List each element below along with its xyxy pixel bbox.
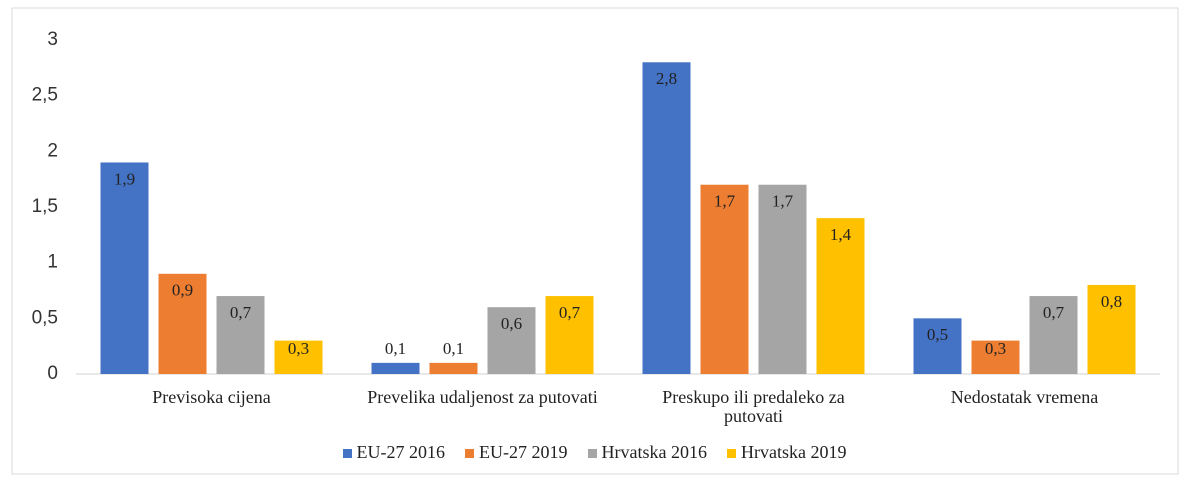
- bar: [429, 362, 478, 374]
- legend-item: Hrvatska 2019: [727, 442, 846, 463]
- data-label: 0,1: [443, 339, 464, 358]
- data-label: 0,1: [385, 339, 406, 358]
- y-tick-label: 2: [47, 140, 58, 161]
- data-label: 0,6: [501, 314, 522, 333]
- legend-label: EU-27 2016: [356, 442, 446, 462]
- bar: [971, 340, 1020, 374]
- bar: [100, 162, 149, 374]
- data-label: 0,8: [1101, 292, 1122, 311]
- legend-label: Hrvatska 2016: [601, 442, 707, 462]
- y-tick-label: 1,5: [32, 196, 58, 217]
- chart-frame: [11, 7, 1179, 475]
- bar: [274, 340, 323, 374]
- legend-item: EU-27 2016: [342, 442, 446, 463]
- y-tick-label: 2,5: [32, 85, 58, 106]
- bar: [758, 184, 807, 374]
- data-label: 1,7: [772, 192, 794, 211]
- bar: [545, 296, 594, 374]
- legend-item: Hrvatska 2016: [587, 442, 707, 463]
- legend-swatch: [342, 449, 352, 458]
- legend-swatch: [727, 449, 736, 458]
- y-tick-label: 0,5: [32, 307, 58, 328]
- data-label: 0,3: [985, 339, 1006, 358]
- data-label: 0,5: [927, 325, 948, 344]
- data-label: 0,7: [1043, 303, 1065, 322]
- x-tick-label: Prevelika udaljenost za putovati: [367, 387, 598, 407]
- data-label: 1,9: [114, 169, 135, 188]
- y-tick-label: 3: [47, 29, 58, 50]
- data-label: 1,4: [830, 225, 852, 244]
- x-tick-label: Previsoka cijena: [152, 387, 271, 407]
- x-tick-label: Preskupo ili predaleko za putovati: [662, 387, 845, 426]
- legend-label: EU-27 2019: [479, 442, 568, 462]
- bar: [913, 318, 962, 374]
- data-label: 0,7: [559, 303, 581, 322]
- legend-swatch: [587, 449, 597, 458]
- bar: [642, 62, 691, 375]
- legend-label: Hrvatska 2019: [741, 442, 847, 462]
- y-tick-label: 0: [47, 363, 58, 384]
- legend-swatch: [465, 449, 475, 458]
- bar: [158, 273, 207, 374]
- data-label: 0,9: [172, 281, 193, 300]
- data-label: 1,7: [714, 192, 736, 211]
- bar: [1087, 284, 1136, 374]
- bar: [700, 184, 749, 374]
- bar: [216, 296, 265, 374]
- bar: [487, 307, 536, 374]
- data-label: 2,8: [656, 69, 677, 88]
- bar: [371, 362, 420, 374]
- bar: [816, 218, 865, 374]
- bar: [1029, 296, 1078, 374]
- x-tick-label: Nedostatak vremena: [950, 387, 1099, 407]
- data-label: 0,3: [288, 339, 309, 358]
- legend-item: EU-27 2019: [465, 442, 568, 463]
- data-label: 0,7: [230, 303, 252, 322]
- legend: EU-27 2016 EU-27 2019 Hrvatska 2016 Hrvatsk…: [0, 442, 1189, 463]
- y-tick-label: 1: [47, 252, 58, 273]
